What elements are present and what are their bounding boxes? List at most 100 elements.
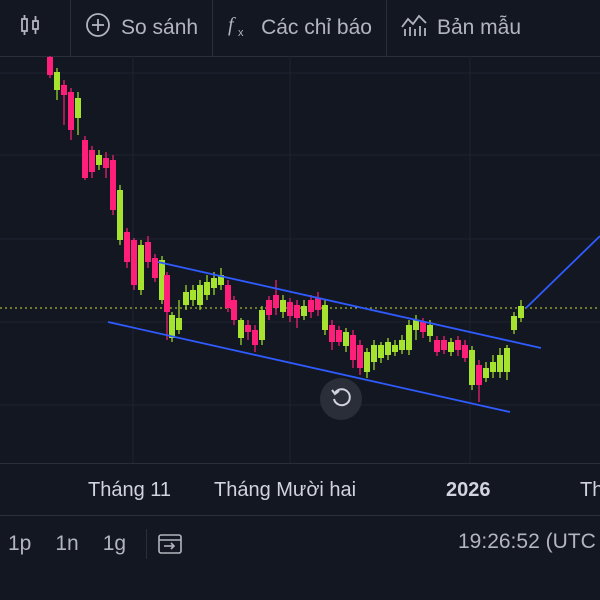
candle <box>497 348 503 378</box>
reset-icon <box>329 385 353 414</box>
goto-date-icon[interactable] <box>157 532 183 556</box>
time-axis[interactable]: Tháng 11 Tháng Mười hai 2026 Th <box>0 463 600 516</box>
candle-body <box>287 302 293 316</box>
candle-body <box>301 306 307 316</box>
candle <box>371 340 377 370</box>
candle <box>280 295 286 318</box>
candle <box>490 355 496 378</box>
candle <box>131 238 137 290</box>
bottom-spacer <box>0 570 600 600</box>
candle <box>204 275 210 300</box>
candle-body <box>259 310 265 340</box>
candle <box>117 185 123 245</box>
candle <box>54 68 60 100</box>
candle-body <box>117 190 123 240</box>
candle <box>378 342 384 363</box>
candle <box>518 300 524 322</box>
divider <box>146 528 148 559</box>
candle-body <box>413 320 419 330</box>
candle <box>329 320 335 350</box>
candle <box>301 300 307 320</box>
candle <box>138 240 144 295</box>
candle-body <box>350 335 356 360</box>
candle-body <box>197 285 203 305</box>
candle-body <box>294 305 300 318</box>
candle-body <box>145 242 151 262</box>
candle-body <box>497 355 503 372</box>
candle <box>89 146 95 178</box>
candle-body <box>343 332 349 346</box>
candle <box>124 228 130 268</box>
time-label: Tháng Mười hai <box>214 479 357 501</box>
compare-button[interactable]: So sánh <box>71 0 214 56</box>
candle <box>211 272 217 295</box>
candle-body <box>336 330 342 342</box>
candle <box>47 56 53 78</box>
range-1g-button[interactable]: 1g <box>102 531 127 555</box>
channel-lower-trendline <box>107 321 511 413</box>
candle <box>190 285 196 306</box>
range-1p-button[interactable]: 1p <box>8 531 32 555</box>
candle <box>455 336 461 356</box>
candle <box>75 92 81 135</box>
candle-body <box>399 340 405 350</box>
plus-circle-icon <box>85 12 121 44</box>
candle <box>364 348 370 378</box>
candle <box>164 272 170 340</box>
candle <box>357 340 363 375</box>
utc-clock[interactable]: 19:26:52 (UTC <box>458 530 596 553</box>
candle-body <box>420 322 426 332</box>
candle-body <box>273 295 279 308</box>
candle-body <box>96 155 102 165</box>
candlestick-icon <box>18 13 52 43</box>
candle <box>469 346 475 390</box>
candle-body <box>308 300 314 312</box>
reset-chart-button[interactable] <box>320 378 362 420</box>
chart-type-button[interactable] <box>0 0 71 56</box>
candle-body <box>190 290 196 300</box>
candle <box>322 300 328 335</box>
candle-body <box>476 365 482 385</box>
candle <box>308 295 314 318</box>
candle-body <box>183 292 189 305</box>
candle <box>266 296 272 320</box>
candle-body <box>54 72 60 90</box>
candle-body <box>68 92 74 130</box>
candle-body <box>455 340 461 350</box>
candle-body <box>164 275 170 312</box>
candle-body <box>176 318 182 330</box>
candle-body <box>231 300 237 320</box>
candle-body <box>245 325 251 332</box>
candle <box>145 236 151 268</box>
candle-body <box>406 325 412 350</box>
time-label: 2026 <box>446 479 491 501</box>
candle-body <box>371 345 377 362</box>
candle-body <box>218 275 224 285</box>
candle-body <box>103 158 109 168</box>
candle <box>231 296 237 325</box>
channel-upper-trendline <box>157 261 542 349</box>
price-chart[interactable] <box>0 56 600 463</box>
candle <box>96 150 102 170</box>
time-label: Th <box>580 479 600 501</box>
svg-text:f: f <box>228 14 236 36</box>
candle <box>152 254 158 282</box>
candle-body <box>89 150 95 172</box>
candle-body <box>462 345 468 358</box>
candle <box>103 152 109 178</box>
candle-body <box>434 340 440 352</box>
candle <box>218 268 224 290</box>
candle <box>399 335 405 354</box>
breakout-trendline <box>525 235 600 309</box>
candle-body <box>159 260 165 300</box>
candle <box>441 336 447 354</box>
candle <box>434 336 440 356</box>
templates-button[interactable]: Bản mẫu <box>387 0 535 56</box>
candle-body <box>252 330 258 345</box>
range-1n-button[interactable]: 1n <box>55 531 79 555</box>
candle-body <box>280 300 286 312</box>
candle-body <box>364 352 370 372</box>
